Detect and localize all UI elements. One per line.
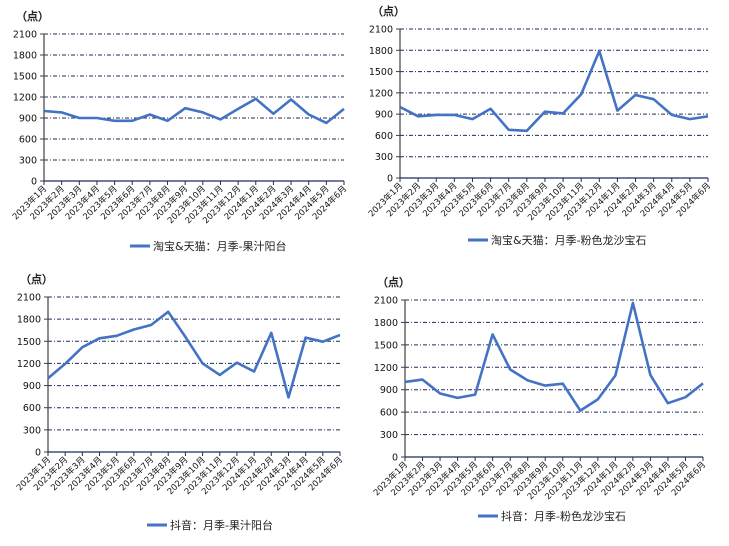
line-chart-4: （点）030060090012001500180021002023年1月2023…	[371, 275, 708, 523]
line-chart-2: （点）030060090012001500180021002023年1月2023…	[366, 4, 713, 247]
y-tick-label: 300	[19, 156, 37, 167]
unit-label: （点）	[372, 4, 405, 18]
y-tick-label: 1800	[369, 46, 393, 57]
y-tick-label: 900	[23, 381, 41, 392]
series-line	[404, 301, 704, 412]
line-chart-3: （点）030060090012001500180021002023年1月2023…	[14, 272, 345, 532]
y-tick-label: 2100	[13, 30, 37, 41]
legend-label: 抖音：月季-粉色龙沙宝石	[501, 509, 626, 523]
y-tick-label: 0	[31, 177, 37, 188]
series-line	[43, 97, 345, 125]
y-tick-label: 1500	[13, 72, 37, 83]
y-tick-label: 1200	[17, 359, 41, 370]
y-tick-label: 1800	[13, 51, 37, 62]
legend-label: 抖音：月季-果汁阳台	[170, 518, 273, 532]
y-tick-label: 300	[375, 152, 393, 163]
y-tick-label: 1200	[374, 363, 398, 374]
y-tick-label: 300	[380, 430, 398, 441]
y-tick-label: 2100	[374, 296, 398, 307]
series-line	[47, 310, 341, 399]
y-tick-label: 1200	[13, 93, 37, 104]
y-tick-label: 1800	[17, 315, 41, 326]
series-line	[399, 49, 709, 133]
unit-label: （点）	[20, 272, 53, 286]
legend-label: 淘宝&天猫：月季-果汁阳台	[153, 239, 287, 253]
y-tick-label: 900	[375, 110, 393, 121]
y-tick-label: 600	[380, 408, 398, 419]
y-tick-label: 600	[375, 131, 393, 142]
y-tick-label: 1500	[17, 337, 41, 348]
y-tick-label: 0	[387, 174, 393, 185]
y-tick-label: 600	[23, 403, 41, 414]
y-tick-label: 900	[380, 385, 398, 396]
y-tick-label: 2100	[369, 25, 393, 36]
y-tick-label: 900	[19, 114, 37, 125]
line-chart-1: （点）030060090012001500180021002023年1月2023…	[10, 9, 349, 253]
y-tick-label: 300	[23, 425, 41, 436]
unit-label: （点）	[377, 275, 410, 289]
y-tick-label: 600	[19, 135, 37, 146]
legend-label: 淘宝&天猫：月季-粉色龙沙宝石	[491, 233, 647, 247]
y-tick-label: 2100	[17, 293, 41, 304]
y-tick-label: 0	[392, 453, 398, 464]
y-tick-label: 1500	[369, 67, 393, 78]
unit-label: （点）	[16, 9, 49, 23]
y-tick-label: 1200	[369, 88, 393, 99]
y-tick-label: 1500	[374, 340, 398, 351]
y-tick-label: 0	[35, 448, 41, 459]
y-tick-label: 1800	[374, 318, 398, 329]
